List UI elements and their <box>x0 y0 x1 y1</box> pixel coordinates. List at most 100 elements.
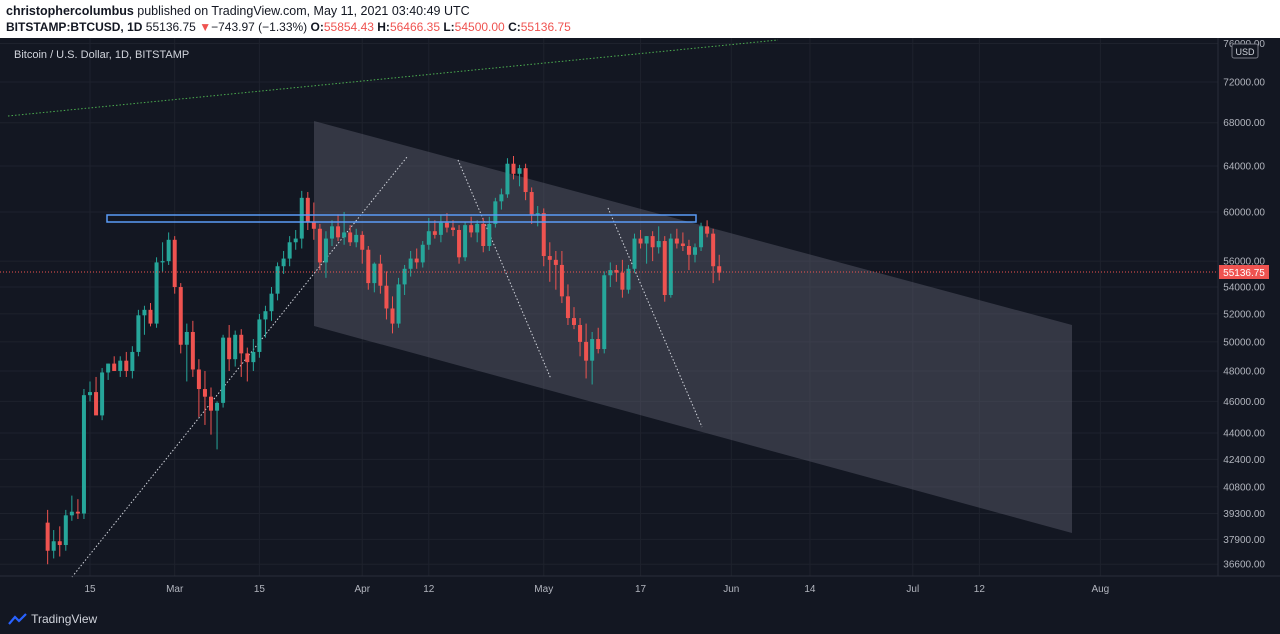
candle[interactable] <box>112 356 117 371</box>
candle[interactable] <box>699 222 704 252</box>
time-axis[interactable]: 15 Mar 15 Apr 12 May 17 Jun 14 Jul 12 Aug <box>84 584 1109 595</box>
candle[interactable] <box>63 509 68 551</box>
candle[interactable] <box>81 389 86 519</box>
candle[interactable] <box>196 359 201 417</box>
candle[interactable] <box>614 264 619 282</box>
candle[interactable] <box>124 351 129 377</box>
candle[interactable] <box>348 225 353 247</box>
candle[interactable] <box>511 155 516 180</box>
candle[interactable] <box>100 368 105 421</box>
candle[interactable] <box>287 236 292 267</box>
candle[interactable] <box>45 509 50 565</box>
candle[interactable] <box>106 363 111 380</box>
descending-channel[interactable] <box>314 121 1072 533</box>
candle[interactable] <box>378 254 383 294</box>
candle[interactable] <box>209 387 213 435</box>
candle[interactable] <box>565 284 570 325</box>
author-name[interactable]: christophercolumbus <box>6 4 134 18</box>
candle[interactable] <box>693 243 697 263</box>
candle[interactable] <box>118 356 123 377</box>
candle[interactable] <box>142 305 147 335</box>
candle[interactable] <box>51 530 56 559</box>
candle[interactable] <box>160 242 165 272</box>
candle[interactable] <box>529 187 534 224</box>
candle[interactable] <box>620 259 625 298</box>
candle[interactable] <box>293 229 298 250</box>
candle[interactable] <box>154 257 159 328</box>
candle[interactable] <box>384 271 389 320</box>
candle[interactable] <box>451 220 455 237</box>
candle[interactable] <box>202 370 207 425</box>
candle[interactable] <box>57 526 62 557</box>
candle[interactable] <box>257 313 262 358</box>
candle[interactable] <box>299 190 304 249</box>
candle[interactable] <box>475 220 480 243</box>
candle[interactable] <box>323 231 328 278</box>
candle[interactable] <box>245 347 250 382</box>
candle[interactable] <box>717 254 722 281</box>
candle[interactable] <box>481 217 486 253</box>
candle[interactable] <box>590 331 595 385</box>
drop-trendline-2[interactable] <box>607 207 703 428</box>
candle[interactable] <box>432 220 437 239</box>
candle[interactable] <box>650 231 655 262</box>
candle[interactable] <box>166 232 171 265</box>
long-trendline[interactable] <box>7 39 779 117</box>
candle[interactable] <box>69 495 74 521</box>
candle[interactable] <box>317 223 322 271</box>
candle[interactable] <box>215 401 220 450</box>
candle[interactable] <box>75 499 80 519</box>
candle[interactable] <box>233 330 238 367</box>
candle[interactable] <box>578 318 583 357</box>
candle[interactable] <box>184 323 189 382</box>
price-chart[interactable]: Bitcoin / U.S. Dollar, 1D, BITSTAMP 7600… <box>0 38 1280 604</box>
candle[interactable] <box>275 262 280 301</box>
candle[interactable] <box>535 206 540 227</box>
candle[interactable] <box>94 376 99 416</box>
candle[interactable] <box>668 233 673 298</box>
candle[interactable] <box>680 232 685 252</box>
candle[interactable] <box>420 241 425 268</box>
candle[interactable] <box>705 220 710 238</box>
candle[interactable] <box>305 192 310 230</box>
candle[interactable] <box>311 202 316 240</box>
candle[interactable] <box>662 236 667 302</box>
candle[interactable] <box>559 251 564 304</box>
candle[interactable] <box>227 324 232 371</box>
drop-trendline-1[interactable] <box>457 159 552 380</box>
candle[interactable] <box>463 221 468 262</box>
candle[interactable] <box>469 216 474 238</box>
candle[interactable] <box>596 327 601 354</box>
candle[interactable] <box>584 323 589 379</box>
candle[interactable] <box>547 242 552 282</box>
price-axis[interactable]: 76000.0072000.0068000.0064000.0060000.00… <box>1223 39 1265 571</box>
candle[interactable] <box>148 303 153 327</box>
candle[interactable] <box>178 283 183 354</box>
candle[interactable] <box>414 248 419 269</box>
candle[interactable] <box>505 158 510 198</box>
candle[interactable] <box>354 228 359 248</box>
candle[interactable] <box>426 217 431 250</box>
candle[interactable] <box>457 225 462 264</box>
candle[interactable] <box>396 277 401 328</box>
candle[interactable] <box>553 251 558 290</box>
candle[interactable] <box>172 236 177 294</box>
candle[interactable] <box>686 239 691 271</box>
candle[interactable] <box>281 251 286 274</box>
candle[interactable] <box>632 233 637 273</box>
candle[interactable] <box>402 264 407 296</box>
resistance-zone[interactable] <box>106 214 697 223</box>
candle[interactable] <box>130 346 135 379</box>
candle[interactable] <box>263 305 268 338</box>
candle[interactable] <box>221 334 226 408</box>
candle[interactable] <box>269 287 274 321</box>
candle[interactable] <box>572 307 576 330</box>
candle[interactable] <box>656 226 661 254</box>
candle[interactable] <box>390 296 395 334</box>
candle[interactable] <box>136 309 141 357</box>
candle[interactable] <box>499 188 504 210</box>
candle[interactable] <box>372 262 377 293</box>
candle[interactable] <box>438 215 443 243</box>
candle[interactable] <box>88 381 92 402</box>
candle[interactable] <box>711 228 716 284</box>
